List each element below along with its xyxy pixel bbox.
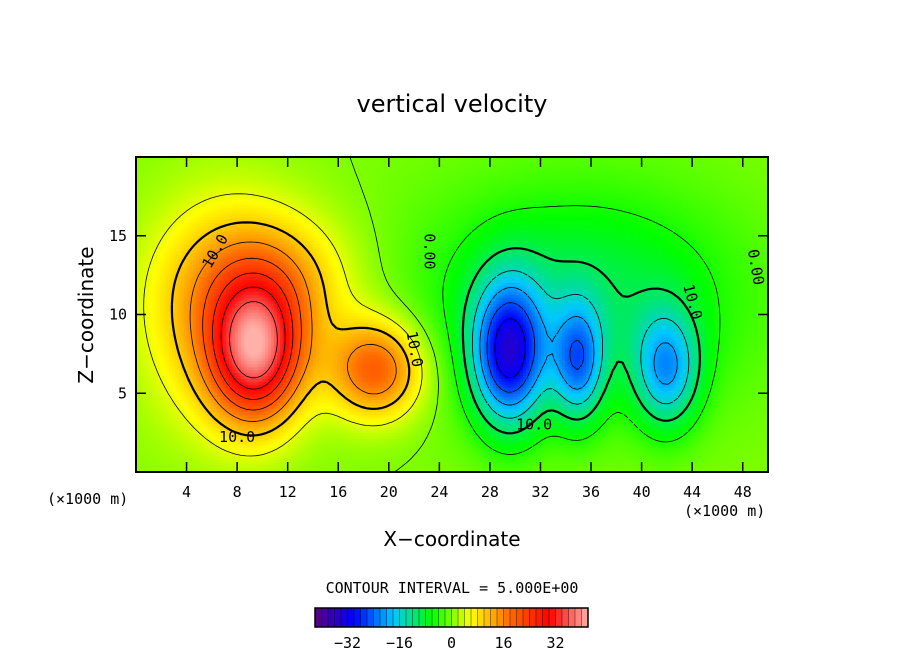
contour-level-line: [220, 286, 286, 390]
colorbar-swatch: [315, 608, 322, 627]
x-tick-label: 16: [329, 483, 347, 501]
colorbar-swatch: [575, 608, 582, 627]
colorbar-swatch: [438, 608, 446, 627]
colorbar-swatch: [347, 608, 355, 627]
colorbar-swatch: [393, 608, 400, 627]
colorbar-swatch: [399, 608, 407, 627]
contour-level-line: [170, 221, 411, 437]
chart-title: vertical velocity: [357, 90, 548, 118]
colorbar-swatch: [497, 608, 504, 627]
colorbar-swatch: [490, 608, 498, 627]
x-tick-label: 8: [233, 483, 242, 501]
colorbar-swatch: [412, 608, 420, 627]
y-tick-label: 5: [118, 384, 127, 402]
field-shading: [136, 157, 768, 472]
colorbar-swatch: [581, 608, 589, 627]
y-tick-label: 15: [109, 227, 127, 245]
colorbar-tick-label: 0: [447, 634, 456, 652]
x-tick-label: 20: [380, 483, 398, 501]
colorbar-swatch: [477, 608, 485, 627]
x-tick-label: 40: [633, 483, 651, 501]
colorbar-swatch: [328, 608, 335, 627]
colorbar-swatch: [529, 608, 537, 627]
colorbar-swatch: [406, 608, 413, 627]
colorbar-swatch: [334, 608, 342, 627]
colorbar-swatch: [471, 608, 478, 627]
colorbar-swatch: [380, 608, 387, 627]
x-axis-label: X−coordinate: [383, 527, 520, 551]
colorbar-tick-label: 32: [546, 634, 564, 652]
x-unit-left: (×1000 m): [47, 490, 128, 508]
colorbar-tick-label: −32: [334, 634, 361, 652]
contour-level-line: [494, 318, 526, 378]
contour-level-line: [212, 272, 294, 400]
colorbar-swatch: [458, 608, 465, 627]
contour-level-line: [479, 287, 678, 406]
x-tick-label: 12: [279, 483, 297, 501]
colorbar-swatch: [484, 608, 491, 627]
contour-label: 10.0: [403, 330, 427, 369]
colorbar-swatch: [542, 608, 550, 627]
x-tick-label: 28: [481, 483, 499, 501]
contour-level-line: [202, 257, 302, 411]
colorbar-swatch: [386, 608, 394, 627]
colorbar-swatch: [536, 608, 543, 627]
contour-level-line: [143, 193, 423, 457]
colorbar-swatch: [321, 608, 329, 627]
contour-level-line: [472, 270, 690, 419]
contour-level-line: [189, 241, 397, 422]
colorbar-swatch: [516, 608, 524, 627]
colorbar-swatch: [360, 608, 368, 627]
contour-level-line: [486, 302, 585, 393]
contour-label: 10.0: [516, 415, 552, 433]
colorbar-swatch: [425, 608, 433, 627]
contour-label: 0.00: [421, 233, 439, 269]
contour-lines: [143, 156, 721, 473]
colorbar-swatch: [510, 608, 517, 627]
y-axis-label: Z−coordinate: [74, 246, 98, 383]
y-tick-label: 10: [109, 306, 127, 324]
contour-level-line: [461, 247, 701, 435]
x-tick-label: 4: [182, 483, 191, 501]
colorbar-swatch: [503, 608, 511, 627]
colorbar-swatch: [354, 608, 361, 627]
colorbar-swatch: [464, 608, 472, 627]
colorbar-swatch: [373, 608, 381, 627]
contour-level-line: [442, 205, 721, 455]
x-tick-label: 36: [582, 483, 600, 501]
colorbar-swatch: [555, 608, 563, 627]
colorbar-tick-label: 16: [494, 634, 512, 652]
contour-label: 10.0: [219, 428, 255, 446]
contour-level-line: [229, 301, 278, 379]
x-tick-label: 48: [734, 483, 752, 501]
contour-interval-label: CONTOUR INTERVAL = 5.000E+00: [326, 579, 579, 597]
colorbar-swatch: [562, 608, 569, 627]
x-tick-label: 44: [683, 483, 701, 501]
colorbar-frame: [314, 607, 589, 628]
x-unit-right: (×1000 m): [684, 502, 765, 520]
colorbar-swatch: [445, 608, 452, 627]
x-tick-label: 24: [430, 483, 448, 501]
colorbar-swatch: [568, 608, 576, 627]
colorbar-swatch: [451, 608, 459, 627]
x-tick-label: 32: [531, 483, 549, 501]
contour-label: 0.00: [744, 248, 768, 287]
colorbar-swatch: [523, 608, 530, 627]
colorbar-swatch: [549, 608, 556, 627]
colorbar-swatch: [341, 608, 348, 627]
colorbar-swatch: [367, 608, 374, 627]
colorbar-tick-label: −16: [386, 634, 413, 652]
colorbar-swatch: [432, 608, 439, 627]
colorbar-swatch: [419, 608, 426, 627]
colorbar: −32 −16 0 16 32: [314, 607, 589, 652]
